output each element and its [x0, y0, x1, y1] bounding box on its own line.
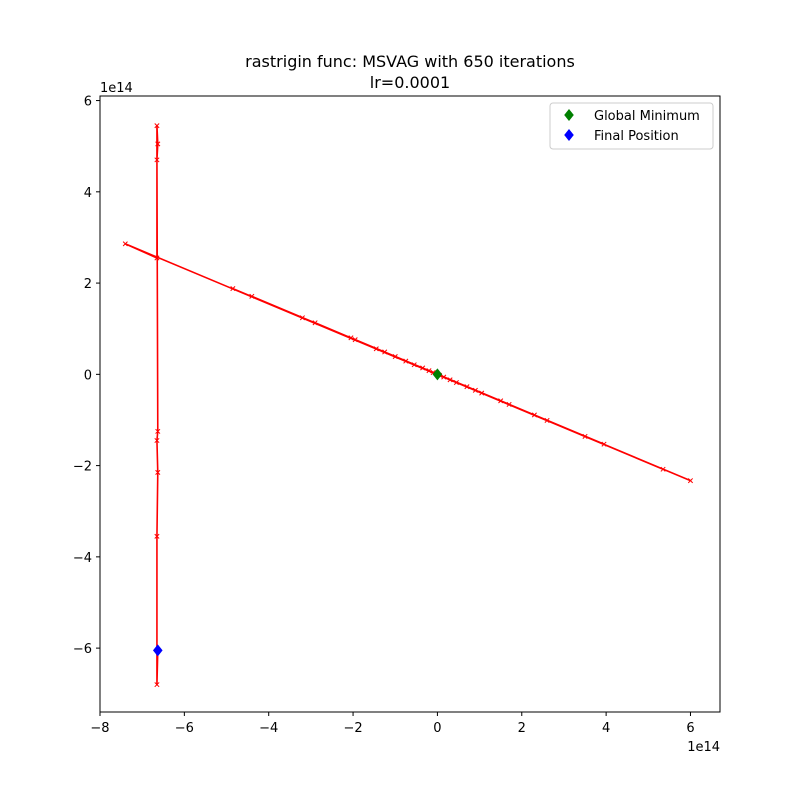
x-tick-label: −2: [343, 721, 362, 736]
legend-global-minimum-swatch: [564, 109, 574, 121]
trajectory-point: [249, 293, 255, 299]
trajectory-point: [687, 478, 694, 484]
trajectory-point: [447, 377, 453, 383]
trajectory-point: [312, 320, 318, 326]
legend-global-minimum-label: Global Minimum: [594, 109, 700, 124]
x-tick-label: 4: [602, 721, 610, 736]
trajectory-point: [154, 533, 160, 539]
trajectory-point: [506, 401, 512, 408]
trajectory-point: [155, 469, 161, 475]
trajectory-point: [403, 358, 409, 364]
chart-subtitle: lr=0.0001: [370, 73, 450, 92]
legend-final-position-swatch: [564, 129, 574, 141]
legend-frame: [549, 102, 714, 150]
trajectory-point: [531, 412, 537, 418]
trajectory-point: [392, 353, 398, 360]
trajectory-point: [155, 141, 161, 147]
trajectory-point: [411, 362, 417, 368]
x-tick-label: −6: [175, 721, 194, 736]
trajectory-point: [154, 157, 160, 163]
x-tick-label: 2: [518, 721, 526, 736]
trajectory-point: [373, 346, 379, 352]
axis-ticks: −8 −6 −4 −2 0 2 4 6 −6 −4 −2 0 2 4 6: [73, 95, 695, 736]
x-tick-label: 6: [686, 721, 694, 736]
trajectory-point: [154, 437, 160, 444]
y-tick-label: −6: [73, 642, 92, 657]
trajectory-point: [154, 682, 160, 688]
trajectory-line: [124, 124, 692, 686]
y-tick-label: 2: [84, 277, 92, 292]
final-position-marker: [152, 644, 163, 657]
trajectory-point: [352, 337, 358, 343]
y-tick-label: 4: [84, 186, 92, 201]
x-tick-label: −4: [259, 721, 278, 736]
trajectory-point: [464, 384, 470, 390]
trajectory-point: [472, 387, 478, 393]
trajectory-point: [582, 433, 588, 439]
chart-title: rastrigin func: MSVAG with 650 iteration…: [245, 52, 575, 71]
trajectory-point: [453, 380, 459, 386]
plot-area: [122, 123, 694, 688]
x-tick-label: −8: [90, 721, 109, 736]
trajectory-point: [420, 365, 426, 371]
y-tick-label: −4: [73, 551, 92, 566]
legend: Global Minimum Final Position: [549, 102, 714, 150]
trajectory-point: [544, 417, 550, 423]
y-tick-label: 0: [84, 368, 92, 383]
trajectory-point: [660, 466, 666, 472]
y-tick-label: 6: [84, 95, 92, 110]
trajectory-point: [122, 241, 128, 247]
plot-frame: [99, 95, 721, 713]
y-offset-label: 1e14: [100, 81, 133, 96]
legend-final-position-label: Final Position: [594, 129, 679, 144]
trajectory-point: [601, 441, 607, 447]
trajectory-point: [382, 349, 388, 355]
trajectory-point: [479, 390, 485, 396]
trajectory-point: [230, 286, 236, 292]
trajectory-point: [154, 123, 160, 129]
trajectory-point: [441, 374, 447, 380]
x-tick-label: 0: [433, 721, 441, 736]
trajectory-point: [299, 315, 306, 321]
trajectory-point: [155, 428, 161, 434]
trajectory-point: [426, 368, 432, 374]
trajectory-point: [348, 335, 354, 341]
y-tick-label: −2: [73, 460, 92, 475]
x-offset-label: 1e14: [687, 740, 720, 755]
trajectory-point: [498, 398, 504, 404]
trajectory-point: [154, 255, 160, 261]
global-minimum-marker: [432, 368, 443, 381]
